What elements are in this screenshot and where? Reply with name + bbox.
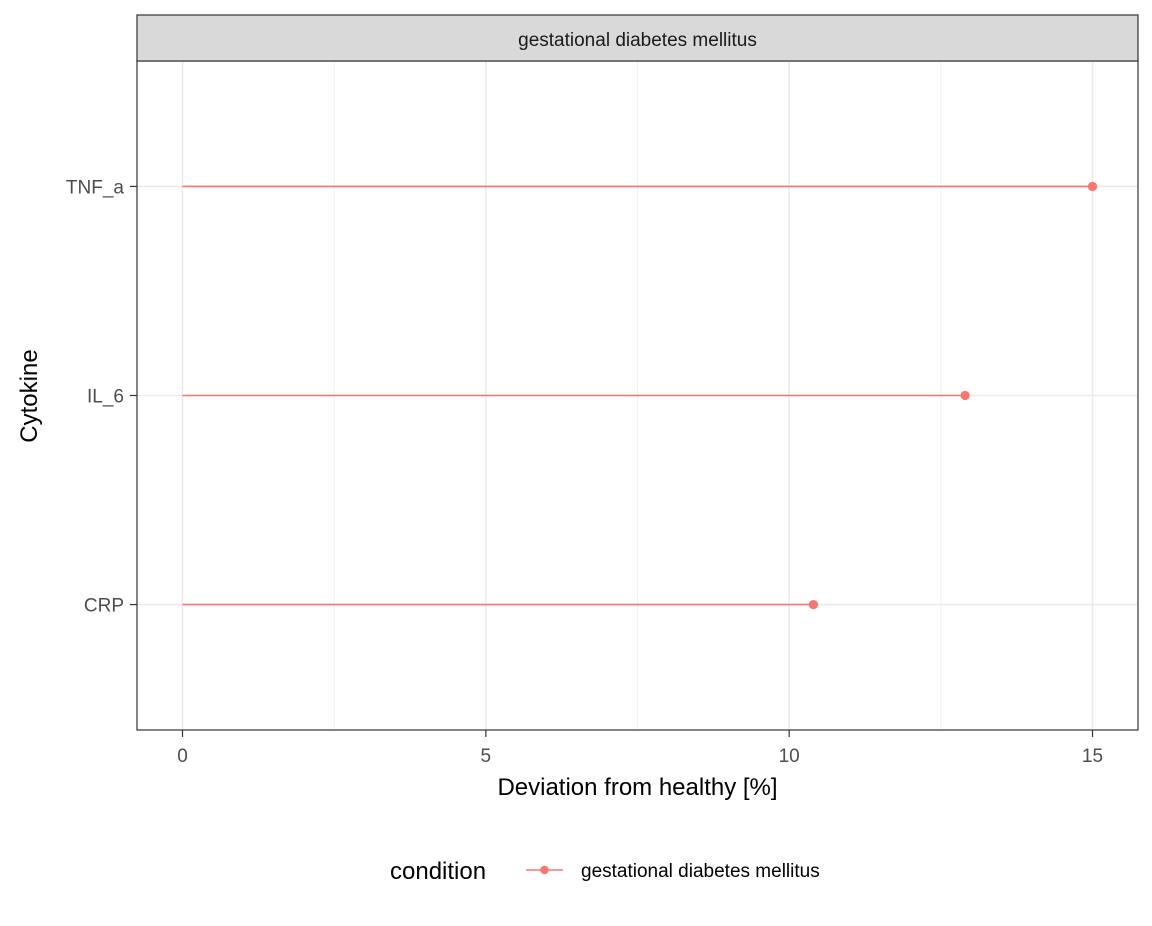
legend-key-point: [540, 865, 549, 875]
y-tick-label: CRP: [84, 596, 124, 617]
legend-entry-label: gestational diabetes mellitus: [581, 861, 820, 882]
x-axis-title: Deviation from healthy [%]: [497, 774, 777, 801]
x-tick-label: 0: [177, 746, 188, 767]
legend: condition gestational diabetes mellitus: [390, 858, 820, 885]
axes: 0 5 10 15 CRP IL_6 TNF_a: [66, 177, 1103, 767]
facet-strip-label: gestational diabetes mellitus: [518, 30, 757, 51]
x-tick-label: 5: [481, 746, 492, 767]
lollipop-point: [808, 599, 819, 610]
data-marks: [182, 181, 1098, 610]
facet-strip: [136, 14, 1139, 62]
y-tick-label: IL_6: [87, 387, 124, 408]
lollipop-point: [960, 390, 970, 401]
lollipop-point: [1087, 181, 1098, 192]
legend-title: condition: [390, 858, 486, 885]
y-tick-label: TNF_a: [66, 177, 125, 198]
x-tick-label: 10: [779, 746, 800, 767]
y-axis-title: Cytokine: [16, 349, 43, 442]
x-tick-label: 15: [1082, 746, 1103, 767]
